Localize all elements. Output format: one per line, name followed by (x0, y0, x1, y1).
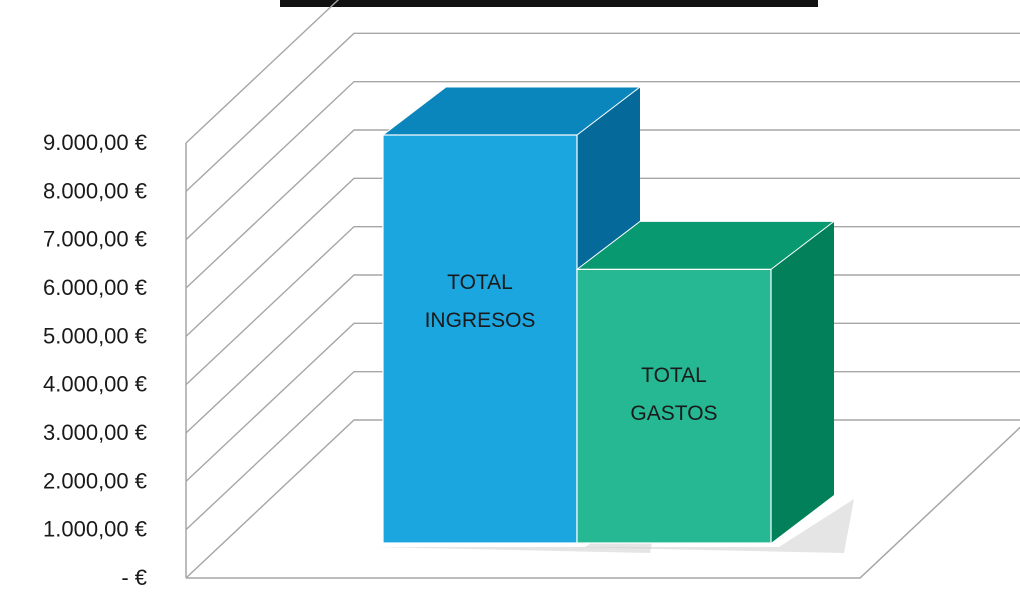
y-tick-label: 4.000,00 € (43, 372, 147, 397)
y-tick-label: 7.000,00 € (43, 227, 147, 252)
floor-edge (186, 426, 1020, 579)
y-tick-label: - € (121, 565, 147, 590)
y-tick-label: 2.000,00 € (43, 468, 147, 493)
gridline (185, 0, 340, 144)
chart-walls (185, 143, 1020, 579)
y-tick-label: 1.000,00 € (43, 517, 147, 542)
bar-side-face (771, 221, 834, 543)
bar-front-face (382, 134, 578, 544)
bars: TOTAL INGRESOS TOTAL GASTOS (375, 86, 854, 553)
bar: TOTAL GASTOS (569, 220, 854, 553)
y-axis-tick-labels: - € 1.000,00 € 2.000,00 € 3.000,00 € 4.000,0… (43, 130, 147, 590)
bar-shadow (569, 499, 854, 553)
title-bar (280, 0, 818, 7)
gridlines (185, 0, 1020, 579)
bar-data-label: TOTAL GASTOS (630, 364, 717, 425)
gridline (185, 129, 1020, 289)
gridline (185, 32, 1020, 192)
bar-front-face (576, 268, 772, 544)
y-tick-label: 9.000,00 € (43, 130, 147, 155)
y-tick-label: 6.000,00 € (43, 275, 147, 300)
y-tick-label: 3.000,00 € (43, 420, 147, 445)
bar-data-label: TOTAL INGRESOS (425, 271, 536, 332)
gridline (185, 80, 1020, 241)
y-tick-label: 5.000,00 € (43, 323, 147, 348)
gridline (185, 177, 1020, 337)
y-tick-label: 8.000,00 € (43, 178, 147, 203)
